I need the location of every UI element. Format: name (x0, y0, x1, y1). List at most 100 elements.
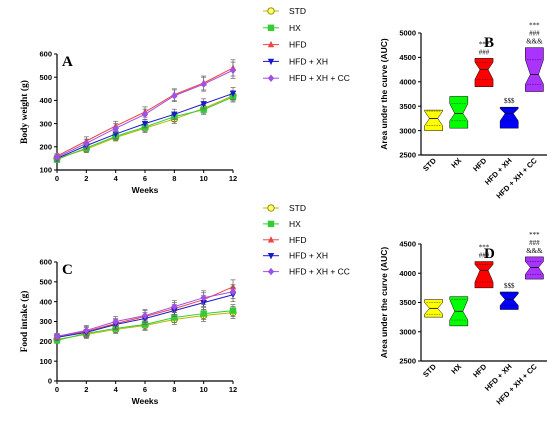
violin-body (499, 106, 519, 129)
legend-marker (267, 40, 275, 48)
violin-body (474, 261, 494, 289)
significance-annotation: *** (479, 244, 490, 252)
y-tick-label: 4500 (399, 53, 416, 62)
panel-label: B (484, 35, 494, 51)
y-axis-label: Food intake (g) (19, 291, 30, 353)
legend-label: HFD + XH + CC (289, 73, 350, 83)
data-point (171, 92, 178, 100)
y-axis-label: Area under the curve (AUC) (379, 38, 389, 150)
significance-annotation: *** (479, 40, 490, 48)
legend-label: HFD (289, 235, 306, 245)
significance-annotation: ### (529, 239, 540, 247)
y-tick-label: 4000 (399, 78, 416, 87)
data-point (141, 110, 149, 119)
x-tick-label: 8 (172, 174, 176, 183)
y-tick-label: 300 (39, 119, 52, 128)
violin-std: STD (421, 109, 443, 173)
violin-chart-d: D 2500 3000 3500 4000 4500 Area under the curv… (379, 231, 547, 406)
legend-marker (267, 267, 275, 276)
line-chart-c: C 0 100 200 300 400 500 600 0 2 4 6 8 10 12 Weeks Food i… (19, 203, 350, 406)
x-tick-label: 4 (114, 385, 119, 394)
data-point (200, 101, 207, 108)
violin-body (525, 256, 544, 280)
y-tick-label: 2500 (399, 357, 416, 366)
violin-hfd: ***### HFD (471, 40, 494, 174)
legend-label: STD (289, 6, 306, 16)
violin-hx: HX (449, 296, 469, 376)
y-tick-label: 200 (39, 337, 52, 346)
significance-annotation: &&& (526, 38, 543, 46)
legend-marker (267, 74, 275, 82)
violin-hfd-xh: $$$HFD + XH (483, 282, 519, 393)
y-tick-label: 300 (39, 317, 52, 326)
data-point (200, 106, 207, 113)
legend-label: HFD + XH (289, 56, 328, 66)
data-point (200, 294, 207, 302)
significance-annotation: ### (479, 252, 490, 260)
panel-label: C (62, 262, 73, 278)
y-tick-label: 4000 (399, 269, 416, 278)
significance-annotation: &&& (526, 247, 543, 255)
violin-body (474, 58, 494, 87)
y-tick-label: 100 (39, 166, 52, 175)
x-category-label: HX (449, 156, 463, 170)
y-tick-label: 600 (39, 50, 52, 59)
y-tick-label: 0 (48, 377, 52, 386)
x-tick-label: 8 (172, 385, 176, 394)
data-point (200, 310, 207, 317)
significance-annotation: $$$ (504, 97, 515, 105)
x-category-label: HX (449, 362, 463, 376)
legend-marker (267, 7, 275, 15)
x-axis-label: Weeks (132, 185, 159, 195)
legend-marker (267, 253, 275, 260)
panel-label: A (62, 54, 73, 70)
x-category-label: STD (421, 156, 438, 173)
x-tick-label: 2 (84, 385, 88, 394)
data-point (229, 288, 237, 296)
legend-label: HFD + XH (289, 251, 328, 261)
significance-annotation: ### (529, 30, 540, 38)
y-axis-label: Body weight (g) (19, 80, 30, 144)
data-point (171, 314, 178, 321)
x-axis-label: Weeks (132, 396, 159, 406)
y-tick-label: 4500 (399, 240, 416, 249)
y-tick-label: 3500 (399, 298, 416, 307)
x-category-label: STD (421, 362, 438, 379)
y-tick-label: 600 (39, 258, 52, 267)
x-tick-label: 12 (229, 174, 237, 183)
y-axis-label: Area under the curve (AUC) (379, 247, 389, 359)
y-tick-label: 400 (39, 96, 52, 105)
violin-std: STD (421, 299, 443, 379)
legend-marker (267, 58, 275, 66)
data-point (229, 90, 237, 98)
x-tick-label: 0 (55, 385, 59, 394)
legend: STD HX HFD HFD + XH HFD + XH + CC (263, 6, 350, 83)
data-point (229, 66, 237, 74)
data-point (53, 153, 61, 161)
legend-label: HX (289, 23, 301, 33)
violin-body (525, 47, 544, 92)
legend-marker (267, 204, 275, 212)
x-tick-label: 6 (143, 174, 147, 183)
significance-annotation: $$$ (504, 282, 515, 290)
data-point (141, 120, 149, 128)
x-category-label: HFD (471, 362, 489, 380)
violin-chart-b: B 2500 3000 3500 4000 4500 5000 Area under the … (379, 22, 547, 200)
violin-body (424, 109, 443, 131)
panel-label: D (484, 246, 495, 262)
data-point (141, 311, 149, 320)
legend-label: HX (289, 219, 301, 229)
significance-annotation: ### (479, 48, 490, 56)
legend: STD HX HFD HFD + XH HFD + XH + CC (263, 203, 350, 277)
x-category-label: HFD (471, 156, 489, 174)
y-tick-label: 3000 (399, 327, 416, 336)
y-tick-label: 5000 (399, 29, 416, 38)
legend-marker (267, 220, 275, 228)
x-tick-label: 12 (229, 385, 237, 394)
data-point (53, 332, 61, 341)
legend-label: HFD (289, 40, 306, 50)
series-hfd-xh-cc (53, 61, 237, 161)
y-tick-label: 400 (39, 297, 52, 306)
y-tick-label: 200 (39, 143, 52, 152)
y-tick-label: 2500 (399, 151, 416, 160)
